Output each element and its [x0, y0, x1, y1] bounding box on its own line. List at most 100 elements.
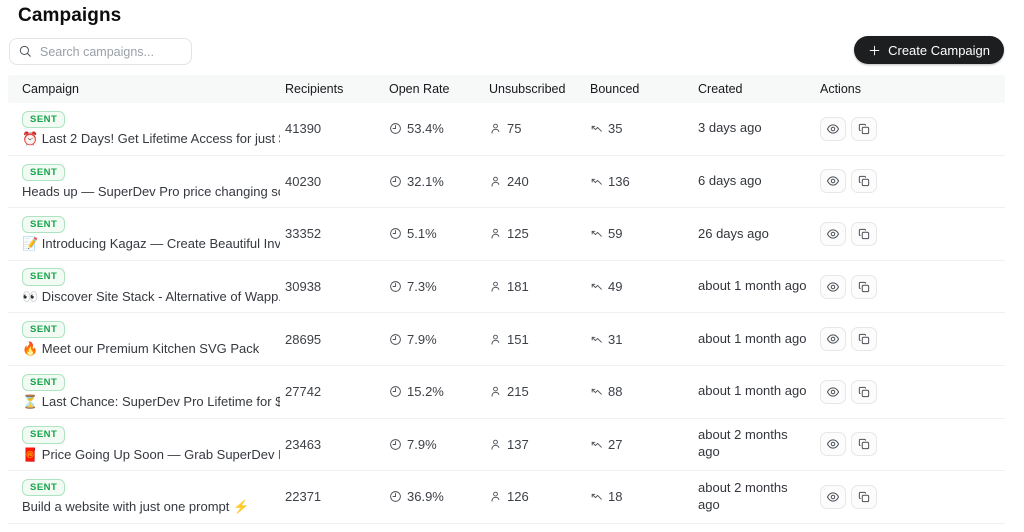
table-row[interactable]: SENT Heads up — SuperDev Pro price chang… [8, 155, 1005, 209]
duplicate-campaign-button[interactable] [851, 116, 877, 141]
bounce-arrow-icon [591, 441, 602, 448]
person-icon [491, 386, 500, 397]
search-container [9, 38, 192, 65]
copy-icon [858, 491, 870, 503]
table-row[interactable]: SENT 👀 Discover Site Stack - Alternative… [8, 260, 1005, 314]
created-value: 26 days ago [698, 225, 769, 241]
campaign-name: 👀 Discover Site Stack - Alternative of W… [22, 288, 280, 304]
bounced-value: 18 [608, 489, 623, 505]
recipients-value: 23463 [285, 436, 322, 452]
bounced-cell: 88 [590, 384, 698, 399]
created-value: about 1 month ago [698, 383, 807, 399]
unsubscribed-value: 137 [507, 436, 529, 452]
person-icon [491, 124, 500, 134]
view-campaign-button[interactable] [820, 274, 846, 299]
create-campaign-button[interactable]: Create Campaign [854, 36, 1004, 64]
bounce-arrow-icon [591, 389, 602, 395]
table-header-row: Campaign Recipients Open Rate Unsubscrib… [8, 75, 1005, 103]
actions-cell [820, 169, 1005, 194]
campaigns-table: Campaign Recipients Open Rate Unsubscrib… [8, 75, 1005, 524]
copy-icon [858, 228, 870, 240]
open-rate-value: 7.3% [407, 279, 437, 295]
clock-icon [390, 439, 401, 450]
eye-icon [826, 387, 840, 397]
created-value: 3 days ago [698, 120, 762, 136]
view-campaign-button[interactable] [820, 169, 846, 194]
bounce-arrow-icon [591, 336, 602, 343]
person-icon [491, 439, 500, 450]
bounce-arrow-icon [591, 283, 602, 290]
bounced-cell: 35 [590, 121, 698, 136]
clock-icon [390, 123, 401, 135]
created-value: 6 days ago [698, 172, 762, 188]
plus-icon [869, 45, 880, 55]
bounce-arrow-icon [591, 494, 602, 501]
clock-icon [390, 176, 401, 187]
eye-icon [826, 281, 840, 292]
table-row[interactable]: SENT 🧧 Price Going Up Soon — Grab SuperD… [8, 418, 1005, 472]
unsubscribed-value: 126 [507, 489, 529, 505]
copy-icon [858, 123, 870, 134]
search-input[interactable] [9, 38, 192, 65]
view-campaign-button[interactable] [820, 327, 846, 352]
created-value: about 1 month ago [698, 330, 807, 346]
bounced-cell: 49 [590, 279, 698, 294]
duplicate-campaign-button[interactable] [851, 221, 877, 246]
unsubscribed-value: 125 [507, 226, 529, 242]
duplicate-campaign-button[interactable] [851, 274, 877, 299]
create-campaign-label: Create Campaign [888, 42, 990, 58]
bounced-cell: 31 [590, 332, 698, 347]
unsubscribed-cell: 126 [489, 489, 590, 504]
bounced-value: 136 [608, 173, 630, 189]
duplicate-campaign-button[interactable] [851, 379, 877, 404]
table-row[interactable]: SENT ⏳ Last Chance: SuperDev Pro Lifetim… [8, 365, 1005, 419]
campaign-cell: SENT 👀 Discover Site Stack - Alternative… [22, 268, 285, 304]
person-icon [491, 492, 500, 503]
page-title: Campaigns [18, 5, 122, 26]
person-icon [491, 229, 500, 240]
open-rate-cell: 36.9% [389, 489, 489, 504]
status-badge: SENT [22, 268, 66, 286]
table-row[interactable]: SENT ⏰ Last 2 Days! Get Lifetime Access … [8, 103, 1005, 156]
unsubscribed-value: 181 [507, 279, 529, 295]
duplicate-campaign-button[interactable] [851, 327, 877, 352]
view-campaign-button[interactable] [820, 221, 846, 246]
created-value: about 2 months ago [698, 480, 788, 512]
duplicate-campaign-button[interactable] [851, 169, 877, 194]
open-rate-value: 7.9% [407, 331, 437, 347]
open-rate-value: 53.4% [407, 121, 444, 137]
person-icon [491, 334, 500, 345]
duplicate-campaign-button[interactable] [851, 432, 877, 457]
status-badge: SENT [22, 163, 66, 182]
bounced-value: 49 [608, 279, 623, 295]
created-value: about 1 month ago [698, 278, 807, 294]
bounced-cell: 18 [590, 489, 698, 504]
recipients-value: 30938 [285, 279, 322, 295]
view-campaign-button[interactable] [820, 116, 846, 141]
table-row[interactable]: SENT 📝 Introducing Kagaz — Create Beauti… [8, 208, 1005, 261]
recipients-value: 40230 [285, 173, 322, 189]
campaign-name: Heads up — SuperDev Pro price changing s… [22, 184, 280, 200]
view-campaign-button[interactable] [820, 484, 846, 509]
duplicate-campaign-button[interactable] [851, 484, 877, 509]
actions-cell [820, 432, 1005, 457]
unsubscribed-cell: 125 [489, 226, 590, 241]
unsubscribed-cell: 181 [489, 279, 590, 294]
table-row[interactable]: SENT Build a website with just one promp… [8, 471, 1005, 524]
copy-icon [858, 386, 870, 397]
view-campaign-button[interactable] [820, 432, 846, 457]
status-badge: SENT [22, 320, 66, 339]
recipients-value: 22371 [285, 489, 322, 505]
clock-icon [390, 491, 401, 503]
copy-icon [858, 439, 870, 450]
bounced-value: 35 [608, 121, 623, 137]
unsubscribed-cell: 151 [489, 332, 590, 347]
table-row[interactable]: SENT 🔥 Meet our Premium Kitchen SVG Pack… [8, 313, 1005, 366]
actions-cell [820, 116, 1005, 141]
clock-icon [390, 333, 401, 345]
header-recipients: Recipients [285, 82, 344, 96]
copy-icon [858, 334, 870, 345]
campaign-name: Build a website with just one prompt ⚡ [22, 499, 250, 515]
view-campaign-button[interactable] [820, 379, 846, 404]
bounced-value: 88 [608, 384, 623, 400]
